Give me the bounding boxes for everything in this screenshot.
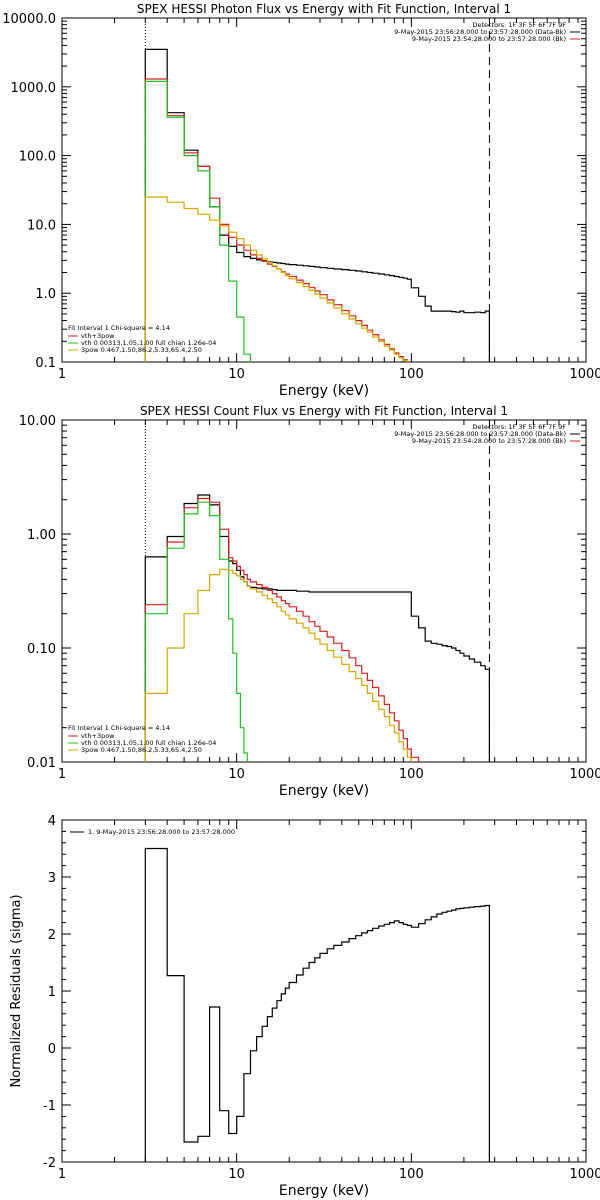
y-tick-label: 0.01: [27, 756, 56, 771]
legend-text: 9-May-2015 23:54:28.000 to 23:57:28.000 …: [412, 35, 566, 43]
x-tick-label: 100: [399, 767, 424, 782]
chart-title: SPEX HESSI Count Flux vs Energy with Fit…: [140, 404, 508, 418]
legend-text: 9-May-2015 23:54:28.000 to 23:57:28.000 …: [412, 437, 566, 445]
fit-summary: Fit Interval 1 Chi-square = 4.14: [68, 724, 170, 732]
x-tick-label: 10: [228, 767, 245, 782]
x-tick-label: 100: [399, 1167, 424, 1182]
y-tick-label: 1: [48, 985, 56, 1000]
y-tick-label: -2: [43, 1156, 56, 1171]
x-tick-label: 1: [58, 1167, 66, 1182]
legend-bottom-left: Fit Interval 1 Chi-square = 4.14vth+3pow…: [68, 324, 216, 354]
legend-top-left: 1. 9-May-2015 23:56:28.000 to 23:57:28.0…: [70, 828, 235, 836]
fit-summary: Fit Interval 1 Chi-square = 4.14: [68, 324, 170, 332]
y-tick-label: 3: [48, 871, 56, 886]
x-tick-label: 1: [58, 767, 66, 782]
x-tick-label: 10: [228, 367, 245, 382]
legend-text: Detectors: 1F 3F 5F 6F 7F 9F: [472, 21, 566, 29]
x-tick-label: 1: [58, 367, 66, 382]
series-3pow-line: [144, 196, 420, 362]
x-axis-label: Energy (keV): [279, 383, 369, 399]
x-tick-label: 10: [228, 1167, 245, 1182]
y-tick-label: 1.0: [35, 287, 56, 302]
x-axis: 1 10 100 1000 Energy (keV): [58, 420, 600, 799]
legend-entry: 3pow 0.467,1.50,86.2,5.33,65.4,2.50: [81, 746, 202, 754]
legend-text: 9-May-2015 23:56:28.000 to 23:57:28.000 …: [394, 28, 566, 36]
x-axis-label: Energy (keV): [279, 783, 369, 799]
series-group: [144, 847, 490, 1162]
y-axis: -2 -1 0 1 2 3 4 Normalized Residuals (sigma): [9, 814, 586, 1171]
y-tick-label: 2: [48, 928, 56, 943]
series-vth-3pow-line: [144, 78, 420, 362]
plot-frame: [61, 17, 587, 363]
legend-bottom-left: Fit Interval 1 Chi-square = 4.14vth+3pow…: [68, 724, 216, 754]
legend-entry: vth 0.00313,1.05,1.00 full chian 1.26e-0…: [81, 739, 216, 747]
legend-entry: 3pow 0.467,1.50,86.2,5.33,65.4,2.50: [81, 346, 202, 354]
plot-frame: [61, 819, 587, 1163]
y-tick-label: 0.10: [27, 642, 56, 657]
x-tick-label: 1000: [569, 367, 600, 382]
x-axis: 1 10 100 1000 Energy (keV): [58, 18, 600, 399]
y-axis-label: Normalized Residuals (sigma): [9, 894, 24, 1087]
series-group: [144, 494, 490, 762]
legend-text: 9-May-2015 23:56:28.000 to 23:57:28.000 …: [394, 430, 566, 438]
series-vth-line: [144, 80, 252, 362]
legend-text: Detectors: 1F 3F 5F 6F 7F 9F: [472, 423, 566, 431]
x-tick-label: 1000: [569, 767, 600, 782]
series-vth-line: [144, 501, 248, 762]
x-axis: 1 10 100 1000 Energy (keV): [58, 820, 600, 1199]
y-tick-label: 10.0: [27, 218, 56, 233]
y-axis: 0.1 1.0 10.0 100.0 1000.0 10000.0: [2, 12, 586, 371]
legend-entry: vth 0.00313,1.05,1.00 full chian 1.26e-0…: [81, 339, 216, 347]
y-tick-label: 0.1: [35, 356, 56, 371]
y-tick-label: 10000.0: [2, 12, 56, 27]
series-vth-3pow-line: [144, 497, 420, 762]
panel-3: 1 10 100 1000 Energy (keV) -2 -1 0 1 2 3 4 Normalize…: [9, 814, 600, 1199]
series-3pow-line: [144, 568, 412, 762]
legend-entry: vth+3pow: [81, 332, 115, 340]
x-tick-label: 100: [399, 367, 424, 382]
y-tick-label: 1.00: [27, 528, 56, 543]
legend-top-right: Detectors: 1F 3F 5F 6F 7F 9F9-May-2015 2…: [394, 21, 580, 43]
y-tick-label: 4: [48, 814, 56, 829]
plot-frame: [61, 419, 587, 763]
y-axis: 0.01 0.10 1.00 10.00: [19, 414, 586, 771]
y-tick-label: 10.00: [19, 414, 56, 429]
y-tick-label: 1000.0: [11, 81, 57, 96]
legend-top-right: Detectors: 1F 3F 5F 6F 7F 9F9-May-2015 2…: [394, 423, 580, 445]
y-tick-label: 0: [48, 1042, 56, 1057]
x-axis-label: Energy (keV): [279, 1183, 369, 1199]
panel-1: SPEX HESSI Photon Flux vs Energy with Fi…: [2, 2, 600, 399]
panel-2: SPEX HESSI Count Flux vs Energy with Fit…: [19, 404, 600, 799]
series-1--line: [144, 847, 490, 1162]
chart-title: SPEX HESSI Photon Flux vs Energy with Fi…: [137, 2, 511, 16]
legend-entry: 1. 9-May-2015 23:56:28.000 to 23:57:28.0…: [88, 828, 235, 836]
x-tick-label: 1000: [569, 1167, 600, 1182]
series-data-bk-line: [144, 494, 490, 762]
legend-entry: vth+3pow: [81, 732, 115, 740]
series-data-bk-line: [144, 48, 490, 362]
series-group: [144, 48, 490, 362]
y-tick-label: -1: [43, 1099, 56, 1114]
y-tick-label: 100.0: [19, 150, 56, 165]
